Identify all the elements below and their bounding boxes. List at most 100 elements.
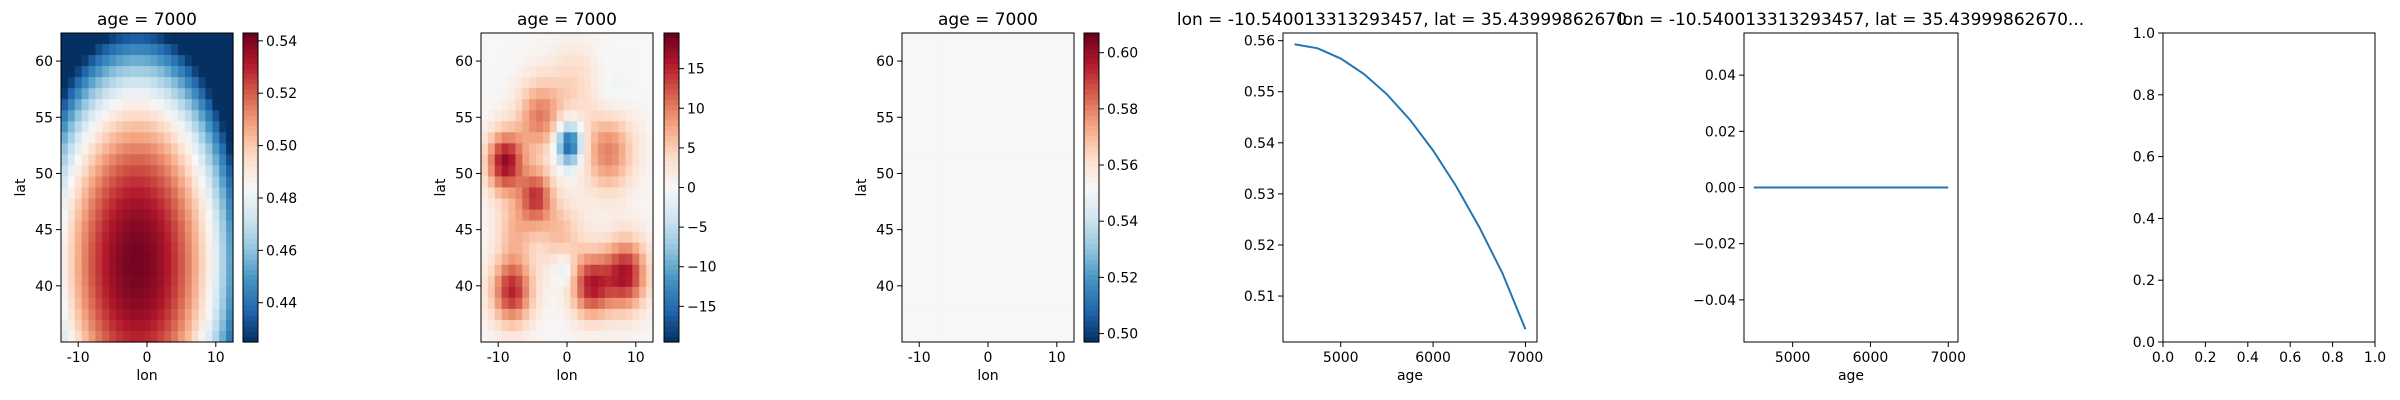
heatmap-cell	[515, 297, 523, 310]
heatmap-cell	[1005, 132, 1013, 144]
heatmap-cell	[611, 297, 620, 310]
heatmap-cell	[177, 132, 186, 144]
heatmap-cell	[984, 77, 993, 89]
heatmap-cell	[1039, 77, 1048, 89]
heatmap-cell	[970, 297, 979, 310]
heatmap-cell	[164, 121, 172, 133]
heatmap-cell	[556, 66, 565, 78]
heatmap-cell	[936, 99, 944, 111]
heatmap-cell	[977, 330, 986, 343]
heatmap-cell	[494, 264, 503, 277]
heatmap-cell	[1053, 275, 1061, 288]
heatmap-cell	[549, 187, 558, 200]
heatmap-cell	[936, 319, 944, 332]
heatmap-cell	[177, 275, 186, 288]
heatmap-cell	[515, 121, 523, 133]
heatmap-cell	[198, 77, 207, 89]
heatmap-cell	[109, 231, 117, 244]
heatmap-cell	[1046, 176, 1054, 189]
colorbar-tick-label: 0.44	[266, 296, 297, 312]
heatmap-cell	[618, 55, 627, 67]
heatmap-cell	[950, 330, 958, 343]
colorbar-segment	[664, 280, 679, 286]
heatmap-cell	[184, 297, 193, 310]
heatmap-cell	[536, 319, 544, 332]
heatmap-cell	[604, 165, 613, 178]
heatmap-cell	[1012, 308, 1020, 321]
heatmap-cell	[212, 154, 220, 167]
heatmap-cell	[116, 154, 124, 167]
heatmap-cell	[219, 242, 227, 255]
heatmap-cell	[487, 286, 496, 299]
heatmap-cell	[922, 110, 931, 122]
heatmap-cell	[136, 297, 145, 310]
heatmap-cell	[102, 165, 110, 178]
heatmap-cell	[943, 330, 951, 343]
colorbar-tick-label: 0.60	[1107, 46, 1138, 62]
heatmap-cell	[116, 66, 124, 78]
heatmap-cell	[943, 176, 951, 189]
colorbar-segment	[664, 295, 679, 302]
colorbar-segment	[664, 305, 679, 312]
heatmap-cell	[1012, 198, 1020, 211]
heatmap-cell	[950, 231, 958, 244]
heatmap-cell	[618, 187, 627, 200]
heatmap-cell	[604, 275, 613, 288]
heatmap-cell	[549, 33, 558, 45]
heatmap-cell	[902, 220, 910, 233]
colorbar-segment	[664, 33, 679, 39]
heatmap-cell	[88, 231, 96, 244]
heatmap-cell	[556, 176, 565, 189]
heatmap-cell	[1039, 297, 1048, 310]
heatmap-cell	[515, 308, 523, 321]
y-tick-label: 0.54	[1244, 136, 1275, 152]
heatmap-cell	[549, 143, 558, 155]
heatmap-cell	[549, 286, 558, 299]
heatmap-cell	[116, 132, 124, 144]
colorbar-segment	[664, 233, 679, 240]
heatmap-cell	[143, 209, 152, 222]
heatmap-cell	[226, 242, 234, 255]
heatmap-cell	[198, 231, 207, 244]
heatmap-cell	[639, 154, 647, 167]
heatmap-cell	[908, 77, 917, 89]
heatmap-cell	[177, 110, 186, 122]
heatmap-cell	[95, 110, 103, 122]
heatmap-cell	[984, 330, 993, 343]
colorbar-segment	[664, 53, 679, 60]
colorbar-segment	[664, 48, 679, 55]
heatmap-cell	[611, 132, 620, 144]
heatmap-cell	[487, 165, 496, 178]
heatmap-cell	[157, 99, 165, 111]
heatmap-cell	[570, 99, 578, 111]
heatmap-cell	[618, 231, 627, 244]
heatmap-cell	[81, 66, 90, 78]
heatmap-cell	[611, 198, 620, 211]
heatmap-cell	[991, 110, 999, 122]
heatmap-cell	[908, 33, 917, 45]
heatmap-cell	[177, 44, 186, 56]
colorbar-segment	[1084, 275, 1099, 281]
heatmap-cell	[116, 110, 124, 122]
heatmap-cell	[597, 297, 606, 310]
heatmap-cell	[522, 209, 530, 222]
colorbar-tick-label: 0.48	[266, 191, 297, 207]
colorbar-frame	[1083, 32, 1100, 343]
heatmap-cell	[1060, 88, 1068, 100]
heatmap-cell	[136, 286, 145, 299]
heatmap-cell	[950, 143, 958, 155]
heatmap-cell	[129, 132, 138, 144]
heatmap-cell	[102, 242, 110, 255]
heatmap-cell	[1025, 154, 1034, 167]
x-tick-label: 0	[563, 350, 572, 366]
heatmap-cell	[515, 176, 523, 189]
heatmap-cell	[515, 66, 523, 78]
heatmap-cell	[977, 220, 986, 233]
heatmap-cell	[591, 286, 599, 299]
heatmap-cell	[1060, 132, 1068, 144]
colorbar-segment	[664, 197, 679, 204]
heatmap-cell	[618, 143, 627, 155]
heatmap-cell	[963, 77, 972, 89]
heatmap-cell	[915, 66, 924, 78]
heatmap-cell	[81, 77, 90, 89]
